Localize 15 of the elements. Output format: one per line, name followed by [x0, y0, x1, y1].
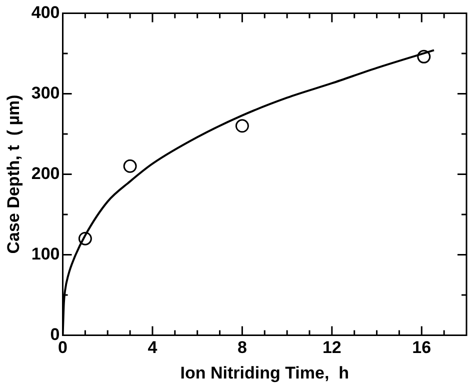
y-tick-label: 200: [31, 164, 60, 183]
point: [123, 159, 137, 173]
point: [417, 50, 431, 64]
x-tick-label: 8: [237, 338, 247, 358]
x-tick-label: 16: [412, 338, 432, 358]
x-tick-label: 4: [148, 338, 158, 358]
point: [78, 232, 92, 246]
y-tick-label: 0: [50, 324, 60, 344]
x-tick-label: 12: [322, 338, 342, 358]
x-axis-title: Ion Nitriding Time, h: [180, 363, 350, 382]
y-axis-title: Case Depth, t ( µm): [4, 94, 23, 254]
y-tick-label: 400: [31, 2, 60, 22]
point: [235, 119, 249, 133]
y-tick-label: 300: [31, 83, 60, 102]
y-tick-label: 100: [31, 244, 60, 264]
